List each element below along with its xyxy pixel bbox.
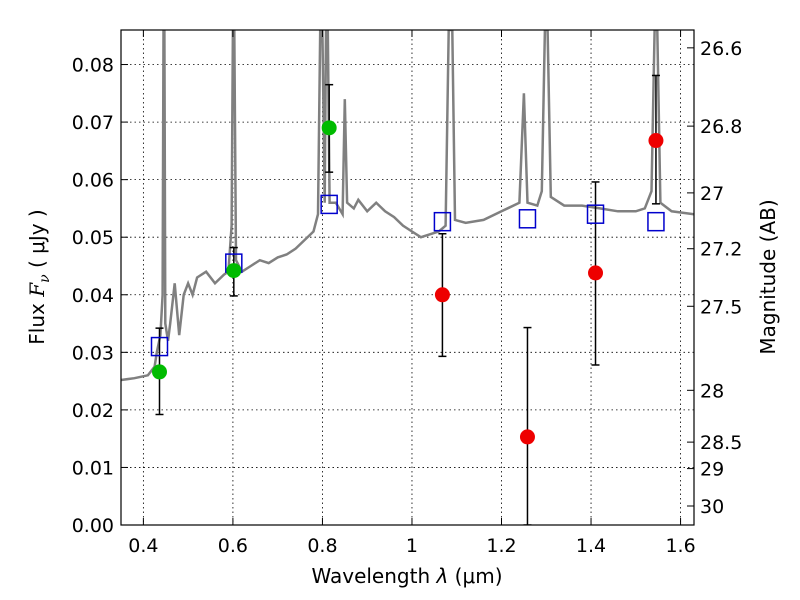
y-tick-label: 0.00 (72, 515, 114, 537)
x-tick-label: 0.4 (128, 535, 158, 557)
axis-ticks (121, 30, 694, 526)
right-tick-label: 27.2 (700, 239, 742, 261)
right-tick-label: 27 (700, 183, 724, 205)
y-tick-label: 0.07 (72, 112, 114, 134)
x-tick-label: 1.2 (486, 535, 516, 557)
y-tick-label: 0.03 (72, 342, 114, 364)
model-point (433, 211, 452, 232)
model-point (586, 204, 605, 224)
y-tick-label: 0.04 (72, 285, 114, 307)
spectrum-line (121, 30, 694, 382)
x-tick-label: 1.6 (665, 535, 695, 557)
detection-point (151, 364, 167, 380)
x-axis-label: Wavelength λ (μm) (311, 564, 502, 588)
model-point (518, 209, 537, 229)
right-tick-label: 27.5 (700, 296, 742, 318)
right-tick-label: 29 (700, 459, 724, 481)
y-tick-label: 0.08 (72, 55, 114, 77)
right-tick-label: 26.6 (700, 38, 742, 60)
y-tick-label: 0.01 (72, 457, 114, 479)
model-point (647, 211, 665, 232)
x-tick-label: 0.8 (307, 535, 337, 557)
x-tick-label: 1.4 (576, 535, 606, 557)
detection-point (226, 263, 242, 279)
x-tick-label: 1 (406, 535, 418, 557)
grid-lines (121, 30, 694, 526)
y-axis-label: Flux Fν ( μJy ) (25, 209, 53, 344)
upper-limit-point (434, 287, 450, 303)
upper-limit-point (519, 429, 535, 445)
y-tick-label: 0.06 (72, 170, 114, 192)
axis-tick-labels: 0.4 0.6 0.8 1 1.2 1.4 1.6 0.00 0.01 0.02 0.03 0.04 0… (72, 38, 743, 557)
plot-area (121, 30, 694, 525)
model-point (150, 336, 169, 357)
data-markers (150, 120, 665, 445)
right-tick-label: 28.5 (700, 432, 742, 454)
detection-point (321, 120, 337, 136)
right-tick-label: 30 (700, 496, 724, 518)
model-point (320, 194, 338, 215)
y-tick-label: 0.05 (72, 227, 114, 249)
y-tick-label: 0.02 (72, 400, 114, 422)
x-tick-label: 0.6 (218, 535, 248, 557)
right-tick-label: 26.8 (700, 116, 742, 138)
right-axis-label: Magnitude (AB) (756, 199, 780, 354)
upper-limit-point (648, 133, 664, 149)
right-tick-label: 28 (700, 380, 724, 402)
upper-limit-point (588, 265, 604, 281)
plot-frame (120, 29, 695, 526)
